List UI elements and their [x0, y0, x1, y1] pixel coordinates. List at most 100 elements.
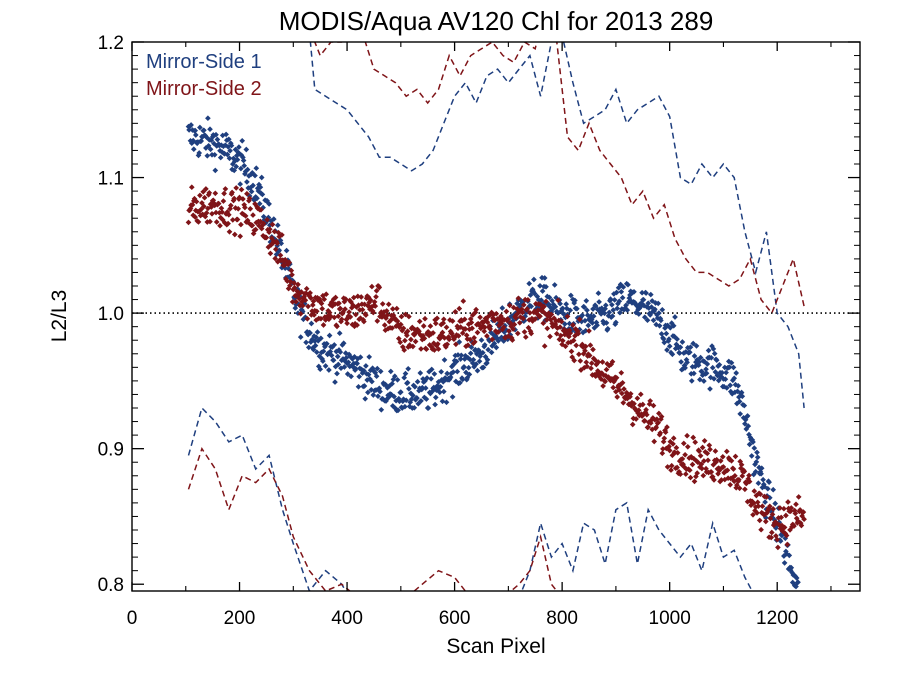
series-2-point [588, 360, 595, 367]
series-2-point [229, 217, 236, 223]
series-2-point [440, 320, 447, 326]
series-1-point [238, 165, 244, 172]
series-2-point [320, 322, 327, 328]
series-2-point [465, 342, 471, 349]
series-1-point [369, 378, 375, 385]
series-2-point [635, 407, 642, 414]
series-2-point [489, 336, 496, 343]
series-2-point [385, 301, 392, 308]
series-2-point [701, 458, 707, 464]
series-2-point [732, 453, 739, 460]
series-2-point [260, 220, 267, 227]
series-2-point [664, 424, 670, 430]
series-1-point [546, 294, 553, 301]
series-2-point [712, 448, 719, 454]
series-2-point [471, 334, 477, 341]
series-1-point [528, 303, 535, 310]
series-2-point [668, 467, 674, 473]
series-1-point [607, 296, 614, 302]
series-2-point [238, 221, 244, 228]
series-1-point [447, 374, 454, 380]
series-1-point [473, 361, 479, 367]
series-2-point [225, 211, 232, 218]
series-1-point [541, 275, 548, 281]
series-1-point [252, 172, 258, 179]
series-1-point [733, 370, 740, 376]
series-1-point [684, 359, 690, 366]
band-lines [187, 42, 805, 591]
series-1-point [455, 352, 461, 358]
series-1-point [631, 288, 637, 295]
series-2-point [444, 341, 451, 348]
series-1-point [786, 552, 793, 559]
series-1-point [531, 276, 537, 283]
series-2-point [427, 323, 434, 329]
series-2-point [379, 301, 386, 307]
series-1-point [292, 305, 299, 311]
series-2-point [503, 308, 510, 315]
series-2-point [666, 443, 672, 450]
series-1-point [307, 330, 313, 336]
series-1-point [741, 402, 748, 409]
series-1-point [645, 300, 652, 307]
series-2-point [627, 390, 634, 397]
series-1-point [378, 406, 385, 413]
series-1-point [499, 305, 506, 311]
series-2-point [687, 474, 694, 481]
series-1-point [457, 356, 464, 362]
series-2-point [249, 222, 256, 229]
series-2-point [455, 333, 462, 339]
series-1-point [297, 334, 304, 340]
series-1-point [766, 479, 772, 486]
series-1-point [310, 346, 317, 353]
series-2-point [577, 358, 584, 364]
series-2-point [674, 449, 681, 456]
series-2-point [304, 315, 311, 322]
series-2-point [201, 203, 207, 210]
y-axis-title: L2/L3 [48, 290, 71, 343]
series-1-point [374, 365, 381, 372]
series-2-point [732, 472, 738, 479]
series-1-point [690, 340, 697, 347]
series-1-point [625, 281, 631, 288]
series-2-point [696, 448, 703, 455]
series-1-point [476, 358, 483, 365]
series-2-point [525, 296, 531, 303]
series-2-point [212, 190, 219, 197]
series-2-point [741, 468, 748, 475]
series-2-point [587, 342, 594, 349]
series-1-point [762, 499, 768, 505]
series-1-point [744, 413, 751, 419]
series-2-point [372, 303, 379, 309]
series-2-point [521, 329, 528, 335]
series-2-point [299, 302, 306, 309]
series-2-point [468, 319, 475, 326]
series-1-point [362, 395, 369, 402]
series-1-point [687, 344, 694, 351]
series-2-point [643, 411, 650, 418]
series-1-point [461, 363, 467, 370]
x-tick-label: 600 [439, 608, 471, 629]
series-1-point [334, 353, 341, 360]
series-1-point [410, 392, 416, 399]
x-tick-label: 1200 [756, 608, 798, 629]
series-2-point [586, 328, 592, 334]
series-2-point [354, 322, 360, 328]
series-2-point [557, 324, 563, 330]
series-2-point [616, 387, 623, 393]
series-2-point [367, 297, 374, 303]
series-2-point [352, 311, 359, 318]
series-2-point [634, 395, 641, 402]
series-2-point [416, 318, 423, 325]
series-2-point [406, 313, 412, 320]
series-2-point [582, 343, 589, 350]
series-1-point [640, 296, 647, 303]
series-2-point [274, 240, 281, 247]
series-1-point [736, 398, 743, 405]
series-2-point [473, 306, 479, 313]
series-2-point [188, 184, 195, 191]
series-1-point [582, 327, 589, 334]
series-1-point [317, 366, 324, 373]
series-2-point [197, 192, 203, 199]
series-2-point [767, 515, 774, 522]
